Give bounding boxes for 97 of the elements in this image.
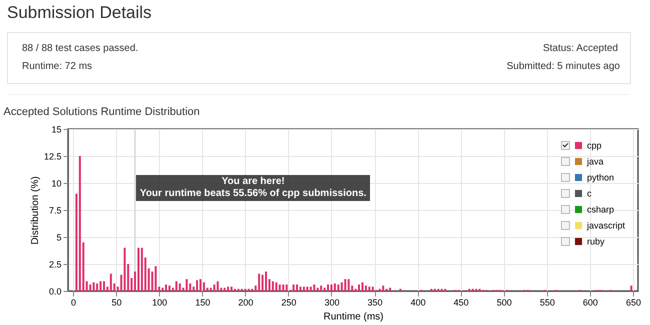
- y-tick-label: 15: [51, 124, 62, 134]
- annotation: You are here! Your runtime beats 55.56% of cpp submissions.: [136, 175, 370, 201]
- bar: [302, 286, 305, 291]
- bar: [175, 281, 178, 291]
- y-axis-title: Distribution (%): [30, 176, 41, 245]
- bar: [344, 279, 346, 291]
- bar: [292, 284, 295, 291]
- legend-label: java: [586, 156, 604, 166]
- y-tick-label: 7.5: [48, 206, 62, 216]
- x-tick-label: 400: [410, 298, 426, 308]
- bar: [282, 284, 284, 291]
- x-tick-label: 250: [281, 298, 296, 308]
- bar: [278, 284, 281, 291]
- x-tick-label: 150: [195, 298, 210, 308]
- bar: [230, 286, 233, 291]
- bar: [361, 282, 364, 291]
- bar: [137, 248, 140, 291]
- bar: [210, 288, 212, 291]
- chart-title: Accepted Solutions Runtime Distribution: [3, 106, 200, 118]
- x-tick-label: 600: [582, 298, 598, 308]
- bar: [189, 283, 192, 291]
- legend-label: python: [587, 172, 614, 182]
- bar: [334, 283, 336, 291]
- bar: [372, 286, 374, 291]
- bar: [262, 274, 264, 291]
- text: Submission Details: [7, 3, 152, 23]
- bar: [202, 282, 205, 291]
- bar: [100, 281, 102, 291]
- bar: [286, 284, 288, 291]
- bar: [364, 286, 367, 291]
- bar: [200, 279, 202, 291]
- bar: [340, 282, 343, 291]
- bar: [258, 274, 260, 291]
- bar: [78, 156, 81, 291]
- bar: [358, 284, 360, 291]
- x-axis-title: Runtime (ms): [323, 312, 384, 322]
- bar: [110, 274, 112, 291]
- x-tick-label: 50: [112, 298, 122, 308]
- x-tick-label: 450: [454, 298, 469, 308]
- y-tick-label: 2.5: [48, 260, 62, 270]
- bar: [382, 286, 384, 291]
- bar: [310, 286, 312, 291]
- bar: [296, 284, 298, 291]
- x-tick-label: 200: [238, 298, 254, 308]
- bar: [124, 248, 126, 291]
- bar: [327, 284, 330, 291]
- bar: [324, 288, 326, 291]
- bar: [140, 248, 143, 291]
- text: Runtime: 72 ms: [22, 61, 92, 72]
- bar: [227, 286, 230, 291]
- text: Status: Accepted: [542, 43, 618, 54]
- x-tick-label: 550: [540, 298, 555, 308]
- legend-label: ruby: [587, 236, 606, 246]
- bar: [103, 281, 106, 291]
- y-tick-label: 10: [51, 178, 62, 188]
- bar: [162, 288, 164, 291]
- bar: [306, 286, 308, 291]
- legend-label: cpp: [587, 140, 602, 150]
- bar: [178, 283, 181, 291]
- bar: [630, 286, 632, 291]
- bar: [330, 284, 332, 291]
- bar: [299, 286, 302, 291]
- bar: [275, 282, 278, 291]
- bar: [224, 288, 226, 291]
- bar: [316, 288, 319, 291]
- bar: [337, 284, 340, 291]
- bar: [89, 284, 92, 291]
- y-tick-label: 12.5: [44, 152, 62, 162]
- bar: [216, 281, 219, 291]
- legend-label: javascript: [586, 220, 626, 230]
- text: Submitted: 5 minutes ago: [506, 61, 620, 72]
- x-tick-label: 300: [324, 298, 340, 308]
- bar: [154, 266, 157, 291]
- bar: [165, 284, 168, 291]
- bar: [213, 284, 216, 291]
- bar: [264, 272, 267, 291]
- bar: [320, 286, 322, 291]
- y-tick-label: 0.0: [48, 286, 62, 296]
- x-tick-label: 650: [626, 298, 642, 308]
- bar: [168, 286, 170, 291]
- bar: [92, 282, 95, 291]
- x-tick-label: 500: [496, 298, 512, 308]
- bar: [186, 279, 188, 291]
- bar: [272, 281, 274, 291]
- bar: [196, 280, 198, 291]
- y-tick-label: 5: [56, 232, 62, 242]
- x-tick-label: 350: [368, 298, 383, 308]
- x-tick-label: 0: [70, 298, 76, 308]
- bar: [96, 283, 98, 291]
- legend-label: csharp: [587, 204, 614, 214]
- bar: [313, 284, 316, 291]
- bar: [348, 279, 350, 291]
- text: 88 / 88 test cases passed.: [22, 43, 138, 54]
- bar: [389, 288, 392, 291]
- legend-label: c: [587, 188, 592, 198]
- x-tick-label: 100: [152, 298, 168, 308]
- bar: [368, 286, 370, 291]
